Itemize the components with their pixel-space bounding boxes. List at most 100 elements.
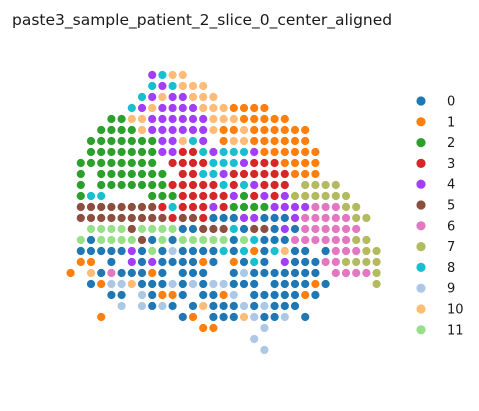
point-cluster-3 — [260, 158, 269, 168]
point-cluster-6 — [341, 224, 351, 234]
point-cluster-2 — [117, 180, 126, 190]
point-cluster-1 — [290, 147, 300, 157]
point-cluster-0 — [158, 246, 167, 256]
point-cluster-9 — [168, 279, 177, 289]
point-cluster-1 — [199, 257, 208, 267]
point-cluster-2 — [97, 180, 106, 190]
point-cluster-0 — [209, 301, 218, 311]
point-cluster-9 — [117, 279, 126, 289]
point-cluster-0 — [290, 246, 300, 256]
point-cluster-11 — [107, 235, 116, 245]
point-cluster-1 — [270, 147, 279, 157]
point-cluster-6 — [341, 246, 351, 256]
point-cluster-0 — [209, 312, 218, 322]
legend-marker-4 — [416, 179, 426, 189]
point-cluster-3 — [178, 169, 187, 179]
point-cluster-4 — [148, 92, 157, 102]
point-cluster-10 — [199, 92, 208, 102]
point-cluster-1 — [301, 169, 310, 179]
point-cluster-6 — [290, 235, 300, 245]
point-cluster-5 — [137, 202, 147, 212]
point-cluster-1 — [66, 268, 75, 278]
point-cluster-0 — [250, 290, 259, 300]
point-cluster-0 — [209, 290, 218, 300]
point-cluster-9 — [107, 279, 116, 289]
point-cluster-2 — [86, 158, 96, 168]
legend-label-3: 3 — [447, 157, 455, 172]
point-cluster-9 — [137, 301, 147, 311]
point-cluster-0 — [260, 213, 269, 223]
point-cluster-0 — [280, 290, 289, 300]
point-cluster-4 — [290, 213, 300, 223]
point-cluster-4 — [239, 158, 249, 168]
point-cluster-2 — [117, 147, 126, 157]
point-cluster-3 — [178, 180, 187, 190]
legend-marker-3 — [416, 158, 426, 168]
point-cluster-0 — [270, 268, 279, 278]
point-cluster-0 — [229, 246, 238, 256]
point-cluster-5 — [86, 202, 96, 212]
point-cluster-0 — [188, 246, 198, 256]
point-cluster-0 — [178, 268, 187, 278]
point-cluster-4 — [178, 114, 187, 124]
point-cluster-2 — [137, 180, 147, 190]
legend-marker-8 — [416, 262, 426, 272]
point-cluster-8 — [229, 158, 238, 168]
point-cluster-4 — [199, 114, 208, 124]
point-cluster-3 — [178, 147, 187, 157]
point-cluster-5 — [107, 213, 116, 223]
point-cluster-0 — [137, 268, 147, 278]
point-cluster-2 — [127, 169, 136, 179]
point-cluster-10 — [188, 92, 198, 102]
point-cluster-7 — [352, 257, 361, 267]
point-cluster-4 — [188, 103, 198, 113]
point-cluster-11 — [86, 224, 96, 234]
point-cluster-0 — [311, 257, 320, 267]
point-cluster-8 — [168, 81, 177, 91]
legend-label-8: 8 — [447, 261, 455, 276]
point-cluster-0 — [260, 268, 269, 278]
point-cluster-0 — [280, 301, 289, 311]
point-cluster-4 — [158, 147, 167, 157]
point-cluster-10 — [219, 114, 228, 124]
point-cluster-5 — [97, 202, 106, 212]
point-cluster-0 — [270, 290, 279, 300]
point-cluster-11 — [158, 224, 167, 234]
point-cluster-3 — [219, 191, 228, 201]
legend-marker-9 — [416, 283, 426, 293]
point-cluster-1 — [260, 136, 269, 146]
point-cluster-7 — [321, 180, 330, 190]
legend-label-4: 4 — [447, 178, 455, 193]
point-cluster-6 — [331, 235, 340, 245]
point-cluster-2 — [158, 169, 167, 179]
point-cluster-0 — [199, 279, 208, 289]
point-cluster-11 — [97, 235, 106, 245]
point-cluster-0 — [270, 213, 279, 223]
point-cluster-0 — [209, 246, 218, 256]
point-cluster-2 — [148, 191, 157, 201]
point-cluster-3 — [199, 202, 208, 212]
legend-label-2: 2 — [447, 136, 455, 151]
point-cluster-6 — [341, 235, 351, 245]
point-cluster-10 — [199, 301, 208, 311]
point-cluster-0 — [148, 290, 157, 300]
point-cluster-11 — [199, 235, 208, 245]
point-cluster-1 — [86, 257, 96, 267]
point-cluster-9 — [250, 334, 259, 344]
point-cluster-3 — [188, 158, 198, 168]
point-cluster-11 — [188, 235, 198, 245]
point-cluster-9 — [229, 290, 238, 300]
point-cluster-0 — [239, 224, 249, 234]
point-cluster-6 — [352, 268, 361, 278]
point-cluster-0 — [219, 301, 228, 311]
point-cluster-0 — [229, 213, 238, 223]
point-cluster-2 — [107, 147, 116, 157]
point-cluster-2 — [97, 147, 106, 157]
point-cluster-0 — [199, 246, 208, 256]
point-cluster-0 — [229, 312, 238, 322]
point-cluster-0 — [229, 279, 238, 289]
point-cluster-1 — [290, 136, 300, 146]
point-cluster-1 — [280, 114, 289, 124]
point-cluster-4 — [127, 257, 136, 267]
point-cluster-9 — [280, 312, 289, 322]
